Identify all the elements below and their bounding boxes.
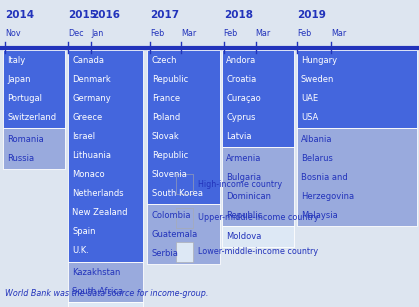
Text: Republic: Republic	[226, 211, 263, 220]
Text: South Korea: South Korea	[152, 189, 203, 198]
Text: Canada: Canada	[72, 56, 104, 65]
Text: Germany: Germany	[72, 94, 111, 103]
Text: Andora: Andora	[226, 56, 256, 65]
Text: Feb: Feb	[224, 29, 238, 38]
Text: Denmark: Denmark	[72, 75, 111, 84]
Text: Curaçao: Curaçao	[226, 94, 261, 103]
Text: 2016: 2016	[91, 10, 120, 20]
Text: Japan: Japan	[8, 75, 31, 84]
FancyBboxPatch shape	[176, 174, 193, 194]
Text: Poland: Poland	[152, 113, 180, 122]
Text: U.K.: U.K.	[72, 246, 89, 255]
Text: Jan: Jan	[91, 29, 103, 38]
Text: UAE: UAE	[301, 94, 318, 103]
FancyBboxPatch shape	[68, 262, 143, 302]
Text: High-income country: High-income country	[198, 180, 282, 189]
Text: Italy: Italy	[8, 56, 26, 65]
Text: 2018: 2018	[224, 10, 253, 20]
Text: Latvia: Latvia	[226, 132, 252, 141]
Text: Malaysia: Malaysia	[301, 211, 338, 220]
Text: Cyprus: Cyprus	[226, 113, 256, 122]
Text: Mar: Mar	[181, 29, 196, 38]
Text: Armenia: Armenia	[226, 154, 261, 163]
FancyBboxPatch shape	[222, 147, 294, 226]
FancyBboxPatch shape	[176, 242, 193, 262]
Text: Spain: Spain	[72, 227, 96, 236]
FancyBboxPatch shape	[222, 50, 294, 147]
FancyBboxPatch shape	[147, 50, 220, 204]
Text: Dominican: Dominican	[226, 192, 271, 201]
Text: Sweden: Sweden	[301, 75, 334, 84]
Text: Nov: Nov	[5, 29, 21, 38]
FancyBboxPatch shape	[222, 226, 294, 247]
Text: New Zealand: New Zealand	[72, 208, 128, 217]
Text: Lower-middle-income country: Lower-middle-income country	[198, 247, 318, 256]
Text: Croatia: Croatia	[226, 75, 256, 84]
Text: Mar: Mar	[331, 29, 346, 38]
Text: Belarus: Belarus	[301, 154, 333, 163]
Text: France: France	[152, 94, 180, 103]
Text: Moldova: Moldova	[226, 232, 261, 241]
Text: Herzegovina: Herzegovina	[301, 192, 354, 201]
Text: Feb: Feb	[150, 29, 164, 38]
Text: Portugal: Portugal	[8, 94, 43, 103]
Text: 2017: 2017	[150, 10, 179, 20]
Text: 2019: 2019	[297, 10, 326, 20]
Text: Albania: Albania	[301, 134, 332, 144]
Text: 2015: 2015	[68, 10, 97, 20]
Text: Kazakhstan: Kazakhstan	[72, 268, 121, 277]
Text: Russia: Russia	[8, 154, 35, 163]
Text: Slovak: Slovak	[152, 132, 179, 141]
Text: South Africa: South Africa	[72, 287, 124, 296]
Text: Switzerland: Switzerland	[8, 113, 57, 122]
Text: Upper-middle-income country: Upper-middle-income country	[198, 213, 319, 223]
FancyBboxPatch shape	[68, 50, 143, 262]
Text: USA: USA	[301, 113, 318, 122]
FancyBboxPatch shape	[297, 128, 417, 226]
Text: Guatemala: Guatemala	[152, 230, 198, 239]
Text: Colombia: Colombia	[152, 211, 191, 220]
Text: World Bank was the data source for income-group.: World Bank was the data source for incom…	[5, 290, 208, 298]
Text: Dec: Dec	[68, 29, 84, 38]
Text: Bosnia and: Bosnia and	[301, 173, 348, 182]
Text: Republic: Republic	[152, 151, 188, 160]
Text: Mar: Mar	[256, 29, 271, 38]
Text: Slovenia: Slovenia	[152, 170, 188, 179]
FancyBboxPatch shape	[3, 50, 65, 128]
Text: Serbia: Serbia	[152, 249, 178, 258]
Text: Monaco: Monaco	[72, 170, 105, 179]
FancyBboxPatch shape	[297, 50, 417, 128]
Text: Bulgaria: Bulgaria	[226, 173, 261, 182]
Text: Hungary: Hungary	[301, 56, 337, 65]
FancyBboxPatch shape	[147, 204, 220, 264]
Text: Czech: Czech	[152, 56, 177, 65]
Text: Republic: Republic	[152, 75, 188, 84]
FancyBboxPatch shape	[176, 208, 193, 228]
Text: Lithuania: Lithuania	[72, 151, 111, 160]
Text: Feb: Feb	[297, 29, 312, 38]
FancyBboxPatch shape	[3, 128, 65, 169]
Text: Netherlands: Netherlands	[72, 189, 124, 198]
Text: Romania: Romania	[8, 134, 44, 144]
Text: Greece: Greece	[72, 113, 103, 122]
FancyBboxPatch shape	[68, 302, 143, 307]
Text: Israel: Israel	[72, 132, 96, 141]
Text: 2014: 2014	[5, 10, 34, 20]
